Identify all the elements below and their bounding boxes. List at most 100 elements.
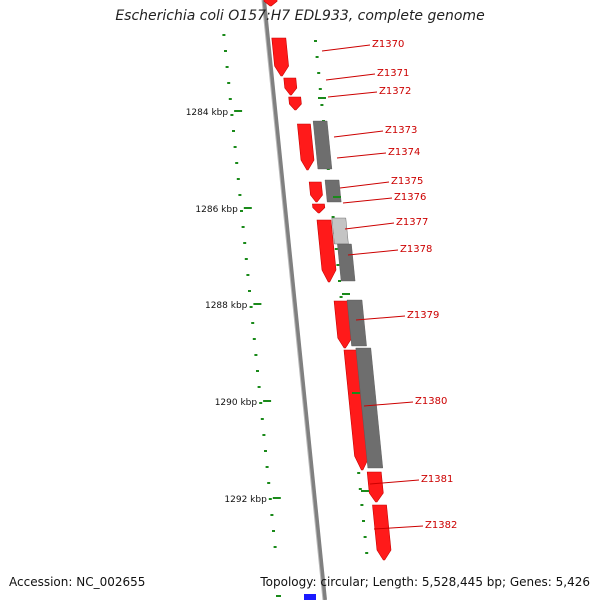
gene-arrow <box>288 96 302 111</box>
track-dot <box>314 40 317 42</box>
scale-dot <box>235 162 239 164</box>
gene-leader-line <box>333 130 384 138</box>
genome-backbone <box>262 0 327 601</box>
gene-leader-line <box>344 222 395 230</box>
gene-label: Z1381 <box>421 474 453 485</box>
gene-label: Z1376 <box>394 192 426 203</box>
scale-dot <box>272 530 275 532</box>
gene-label: Z1375 <box>391 176 423 187</box>
scale-dot <box>224 50 227 52</box>
scale-dot <box>268 498 272 500</box>
gene-label: Z1382 <box>425 520 457 531</box>
scale-dot <box>230 114 234 116</box>
scale-dot <box>249 306 253 308</box>
gene-arrow <box>366 471 384 503</box>
track-dot <box>338 280 341 282</box>
track-dot <box>358 488 362 490</box>
gene-leader-line <box>373 525 424 530</box>
gene-feature-block <box>331 217 349 245</box>
track-dot <box>320 104 324 106</box>
scale-dot <box>256 370 259 372</box>
scale-label: 1292 kbp <box>224 495 267 505</box>
genome-backbone-edge <box>261 0 324 601</box>
scale-label: 1288 kbp <box>205 301 248 311</box>
gene-label: Z1374 <box>388 147 420 158</box>
gene-feature-block <box>346 299 367 347</box>
scale-dot <box>257 386 261 388</box>
gene-feature-block <box>324 179 342 203</box>
track-dot <box>363 536 367 538</box>
track-dot <box>362 520 365 522</box>
gene-label: Z1380 <box>415 396 447 407</box>
gene-arrow <box>372 504 392 561</box>
feature-marker-blue <box>304 594 316 600</box>
genome-title: Escherichia coli O157:H7 EDL933, complet… <box>115 8 485 24</box>
gene-leader-line <box>321 44 371 52</box>
track-dot <box>334 248 338 250</box>
track-dot <box>360 504 364 506</box>
scale-label: 1284 kbp <box>186 108 229 118</box>
track-dot <box>336 264 340 266</box>
gene-arrow <box>308 181 323 203</box>
gene-leader-line <box>369 479 420 485</box>
scale-dot <box>252 338 256 340</box>
scale-dot <box>254 354 258 356</box>
scale-dot <box>238 194 242 196</box>
gene-label: Z1373 <box>385 125 417 136</box>
scale-dot <box>273 546 277 548</box>
gene-leader-line <box>347 249 399 256</box>
scale-dot <box>260 418 264 420</box>
scale-dot <box>222 34 226 36</box>
gene-leader-line <box>355 315 406 321</box>
scale-dot <box>232 130 235 132</box>
gene-feature-block <box>312 120 333 170</box>
gene-label: Z1370 <box>372 39 404 50</box>
gene-feature-block <box>355 347 384 469</box>
gene-feature-block <box>337 243 356 282</box>
gene-arrow <box>271 37 289 77</box>
scale-label: 1290 kbp <box>215 398 258 408</box>
gene-arrow <box>316 219 337 283</box>
scale-dot <box>267 482 271 484</box>
scale-label: 1286 kbp <box>195 205 238 215</box>
gene-leader-line <box>336 152 387 159</box>
track-dot <box>357 472 361 474</box>
gene-leader-line <box>342 197 393 204</box>
scale-dot <box>243 242 247 244</box>
scale-dot <box>228 98 232 100</box>
scale-dot <box>240 210 243 212</box>
gene-label: Z1372 <box>379 86 411 97</box>
scale-dot <box>236 178 240 180</box>
track-dot <box>339 296 343 298</box>
track-dot <box>317 72 321 74</box>
scale-dot <box>241 226 245 228</box>
scale-dot <box>270 514 274 516</box>
accession-label: Accession: NC_002655 <box>9 575 146 589</box>
scale-dot <box>248 290 251 292</box>
gene-label: Z1378 <box>400 244 432 255</box>
gene-arrow <box>297 123 315 171</box>
scale-dot <box>246 274 250 276</box>
track-dot <box>315 56 319 58</box>
track-dot <box>318 88 322 90</box>
gene-leader-line <box>363 401 414 407</box>
gene-leader-line <box>339 181 390 189</box>
gene-arrow <box>263 0 278 7</box>
genome-summary: Topology: circular; Length: 5,528,445 bp… <box>260 575 590 589</box>
track-dot <box>365 552 369 554</box>
scale-dot <box>264 450 267 452</box>
gene-leader-line <box>327 91 378 98</box>
scale-dot <box>244 258 248 260</box>
gene-label: Z1371 <box>377 68 409 79</box>
gene-arrow <box>283 77 298 96</box>
scale-dot <box>251 322 255 324</box>
scale-dot <box>265 466 269 468</box>
gene-leader-line <box>325 73 376 81</box>
gene-label: Z1377 <box>396 217 428 228</box>
gene-label: Z1379 <box>407 310 439 321</box>
scale-dot <box>233 146 237 148</box>
track-dot <box>331 216 335 218</box>
gene-arrow <box>312 203 326 214</box>
